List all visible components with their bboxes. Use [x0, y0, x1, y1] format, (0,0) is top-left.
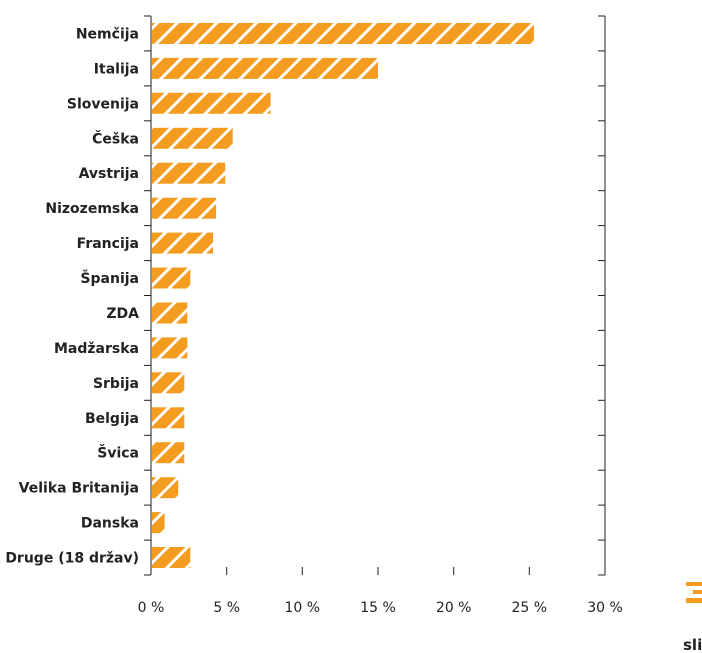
logo-mark-bottom [686, 598, 702, 603]
x-tick-label-0: 0 % [138, 600, 165, 616]
category-label-0: Nemčija [76, 27, 139, 43]
x-ticks-group: 0 % 5 % 10 % 15 % 20 % 25 % 30 % [138, 567, 623, 616]
category-label-3: Češka [92, 129, 139, 147]
bar-10 [152, 372, 185, 394]
category-label-15: Druge (18 držav) [5, 551, 139, 567]
bar-6 [152, 232, 213, 254]
bar-3 [152, 127, 233, 149]
bar-15 [152, 547, 191, 568]
x-tick-label-5: 25 % [512, 600, 548, 616]
logo-mark-mid [693, 590, 702, 594]
bar-12 [152, 442, 185, 464]
x-tick-label-2: 10 % [285, 600, 321, 616]
logo-text: slik [683, 636, 702, 653]
category-label-5: Nizozemska [45, 201, 139, 217]
category-label-11: Belgija [85, 411, 139, 427]
bar-5 [152, 197, 217, 219]
x-tick-label-1: 5 % [213, 600, 240, 616]
bars-group [152, 23, 534, 568]
category-label-14: Danska [81, 516, 139, 532]
bar-4 [152, 162, 226, 184]
category-label-8: ZDA [106, 306, 139, 322]
bar-7 [152, 267, 191, 289]
bar-8 [152, 302, 188, 324]
category-label-7: Španija [80, 269, 139, 287]
category-label-9: Madžarska [54, 341, 139, 357]
bar-11 [152, 407, 185, 429]
y-ticks-group [144, 15, 605, 576]
x-tick-label-3: 15 % [360, 600, 396, 616]
category-label-12: Švica [97, 444, 139, 462]
x-tick-label-6: 30 % [587, 600, 623, 616]
bar-1 [152, 57, 378, 79]
category-label-13: Velika Britanija [19, 481, 139, 497]
category-labels-group: Nemčija Italija Slovenija Češka Avstrija Nizo… [5, 27, 139, 567]
bar-14 [152, 512, 165, 534]
bar-0 [152, 23, 534, 44]
category-label-4: Avstrija [79, 166, 139, 182]
category-label-10: Srbija [93, 376, 139, 392]
logo: slik [683, 582, 702, 653]
logo-mark-top [686, 582, 702, 586]
bar-13 [152, 477, 179, 499]
category-label-1: Italija [94, 61, 139, 77]
bar-9 [152, 337, 188, 359]
category-label-2: Slovenija [67, 96, 139, 112]
bar-2 [152, 92, 271, 114]
x-tick-label-4: 20 % [436, 600, 472, 616]
category-label-6: Francija [77, 236, 139, 252]
